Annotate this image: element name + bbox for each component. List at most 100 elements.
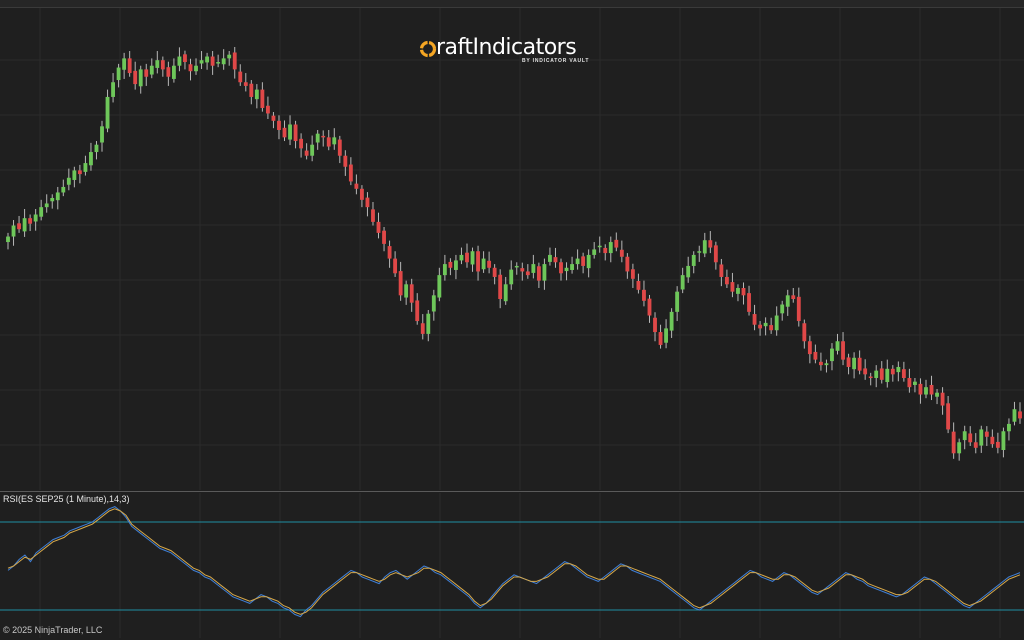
- candle-body: [343, 155, 348, 167]
- grid-lines: [0, 8, 1024, 638]
- candle-body: [863, 368, 868, 375]
- candle-body: [431, 295, 436, 312]
- candle-body: [66, 177, 71, 185]
- logo-subtitle: BY INDICATOR VAULT: [522, 58, 590, 64]
- candle-body: [282, 127, 287, 138]
- candle-body: [498, 274, 503, 300]
- candle-body: [697, 251, 702, 253]
- candle-body: [387, 246, 392, 259]
- candle-body: [575, 258, 580, 265]
- candle-body: [509, 269, 514, 285]
- candlestick-series: [6, 46, 1022, 461]
- candle-body: [227, 54, 232, 59]
- candle-body: [210, 56, 215, 66]
- candle-body: [448, 261, 453, 268]
- candle-body: [990, 436, 995, 445]
- candle-body: [476, 251, 480, 272]
- candle-body: [481, 258, 486, 270]
- candle-body: [763, 322, 768, 327]
- candle-body: [221, 58, 226, 65]
- candle-body: [785, 295, 790, 307]
- candle-body: [177, 56, 182, 66]
- candle-body: [149, 65, 154, 75]
- candle-body: [769, 325, 774, 331]
- candle-body: [736, 287, 740, 294]
- candle-body: [702, 240, 707, 254]
- craftindicators-logo: raftIndicators BY INDICATOR VAULT: [419, 35, 609, 66]
- candle-body: [503, 284, 508, 302]
- candle-body: [442, 264, 447, 276]
- candle-body: [293, 124, 298, 142]
- candle-body: [857, 357, 862, 371]
- candle-body: [514, 265, 519, 268]
- candle-body: [636, 281, 641, 290]
- candle-body: [166, 67, 171, 77]
- candle-body: [426, 313, 431, 334]
- candle-body: [299, 138, 304, 149]
- candle-body: [138, 69, 143, 87]
- candle-body: [1001, 431, 1006, 450]
- candle-body: [454, 260, 458, 270]
- candle-body: [459, 254, 464, 261]
- candle-body: [879, 368, 884, 380]
- candle-body: [951, 431, 956, 454]
- candle-body: [713, 245, 718, 263]
- candle-body: [348, 164, 353, 182]
- candle-body: [520, 268, 525, 272]
- candle-body: [559, 262, 563, 274]
- candle-body: [116, 67, 121, 81]
- rsi-level-lines: [0, 521, 1024, 611]
- candle-body: [708, 240, 713, 248]
- candle-body: [542, 264, 547, 281]
- candle-body: [907, 377, 912, 388]
- candle-body: [830, 348, 834, 362]
- candle-body: [337, 139, 342, 156]
- candle-body: [813, 351, 818, 360]
- candle-body: [924, 387, 928, 395]
- candle-body: [288, 124, 292, 140]
- candle-body: [260, 89, 265, 108]
- candle-body: [376, 221, 381, 233]
- panel-divider[interactable]: [0, 491, 1024, 492]
- candle-body: [133, 70, 138, 85]
- candle-body: [326, 137, 331, 147]
- candle-body: [249, 83, 254, 97]
- candle-body: [935, 392, 939, 397]
- candle-body: [586, 254, 591, 269]
- candle-body: [420, 323, 425, 334]
- candle-body: [487, 260, 492, 268]
- candle-body: [868, 376, 873, 379]
- candle-body: [111, 82, 115, 97]
- candle-body: [564, 267, 569, 272]
- candle-body: [465, 252, 469, 263]
- candle-body: [72, 170, 77, 180]
- candle-body: [807, 341, 812, 355]
- candle-body: [597, 245, 602, 248]
- candle-body: [780, 304, 785, 314]
- candle-body: [835, 341, 840, 351]
- candle-body: [614, 239, 619, 248]
- candle-body: [846, 357, 851, 367]
- candle-body: [188, 64, 193, 72]
- candle-body: [160, 60, 165, 70]
- candle-body: [1012, 409, 1017, 422]
- candle-body: [719, 264, 724, 277]
- candle-body: [658, 332, 663, 345]
- candle-body: [680, 275, 685, 290]
- candle-body: [625, 256, 630, 272]
- candle-body: [525, 271, 530, 276]
- candle-body: [277, 120, 281, 131]
- candle-body: [918, 383, 923, 395]
- candle-body: [741, 287, 746, 296]
- candle-body: [608, 242, 613, 254]
- candle-body: [89, 152, 93, 166]
- candle-body: [415, 300, 420, 322]
- candle-body: [619, 249, 624, 257]
- candle-body: [984, 431, 989, 437]
- candle-body: [791, 295, 796, 300]
- candle-body: [371, 209, 375, 222]
- candle-body: [669, 311, 674, 331]
- candle-body: [155, 60, 160, 68]
